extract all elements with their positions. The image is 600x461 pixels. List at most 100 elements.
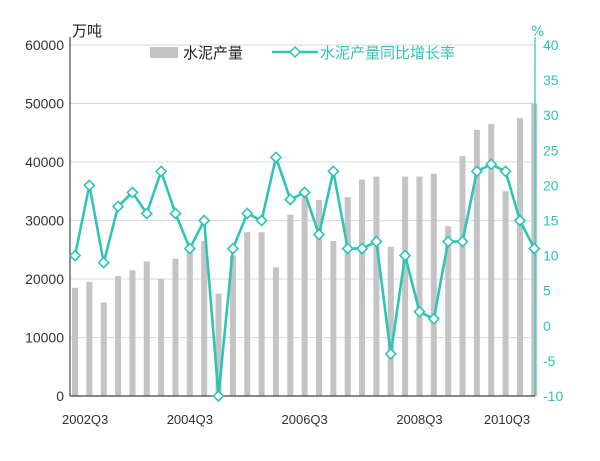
- left-tick-label: 0: [56, 388, 64, 404]
- legend-label-bar: 水泥产量: [183, 44, 243, 62]
- left-tick-label: 60000: [25, 37, 64, 53]
- line-point: [298, 186, 311, 199]
- bar: [229, 255, 236, 396]
- bar: [272, 267, 279, 396]
- line-point: [398, 249, 412, 262]
- right-tick-label: 5: [543, 283, 551, 299]
- line-point: [97, 256, 110, 269]
- legend-swatch-bar: [150, 47, 178, 58]
- x-tick-label: 2010Q3: [484, 412, 530, 427]
- bar: [359, 179, 366, 396]
- line-point: [212, 389, 225, 403]
- x-tick-label: 2004Q3: [167, 412, 213, 427]
- line-point: [312, 228, 326, 241]
- bar: [301, 191, 308, 396]
- bar: [100, 302, 107, 396]
- line-point: [485, 158, 498, 171]
- bar: [416, 176, 423, 396]
- right-tick-label: -10: [543, 388, 563, 404]
- bar: [516, 118, 523, 396]
- line-point: [68, 249, 82, 262]
- line-point: [384, 347, 397, 361]
- bar: [402, 176, 409, 396]
- line-point: [241, 207, 254, 220]
- bar: [215, 293, 222, 396]
- bar: [373, 176, 380, 396]
- left-axis-unit: 万吨: [72, 22, 102, 40]
- right-tick-label: 35: [543, 72, 559, 88]
- bar: [445, 226, 452, 396]
- line-point: [155, 165, 168, 178]
- right-tick-label: 15: [543, 213, 559, 229]
- bar: [158, 279, 165, 396]
- bar: [330, 240, 337, 396]
- right-tick-label: 0: [543, 318, 551, 334]
- line-point: [169, 207, 182, 220]
- left-tick-label: 30000: [25, 213, 64, 229]
- right-axis-unit: %: [531, 24, 544, 40]
- right-tick-label: 30: [543, 107, 559, 123]
- line-point: [126, 186, 139, 199]
- left-tick-label: 50000: [25, 96, 64, 112]
- bar: [387, 246, 394, 396]
- legend: 水泥产量 水泥产量同比增长率: [150, 44, 455, 62]
- bar: [244, 232, 251, 396]
- bar: [86, 281, 93, 396]
- bar: [430, 173, 437, 396]
- x-tick-label: 2002Q3: [62, 412, 108, 427]
- line-point: [284, 193, 297, 206]
- right-tick-label: 20: [543, 177, 559, 193]
- legend-label-line: 水泥产量同比增长率: [320, 44, 455, 62]
- line-point: [499, 165, 512, 178]
- axes: [69, 37, 536, 397]
- left-tick-label: 10000: [25, 330, 64, 346]
- tick-labels: 0 10000 20000 30000 40000 50000 60000 -10 -5 0 5 10…: [25, 37, 563, 427]
- bar: [315, 200, 323, 396]
- right-tick-label: 25: [543, 142, 559, 158]
- bar: [258, 232, 265, 396]
- line-point: [198, 214, 211, 227]
- line-point: [427, 312, 440, 325]
- x-tick-label: 2008Q3: [396, 412, 442, 427]
- bar: [473, 129, 480, 396]
- line-point: [327, 165, 340, 178]
- left-tick-label: 40000: [25, 154, 64, 170]
- bar-series: [72, 103, 538, 396]
- bar: [143, 261, 150, 396]
- line-point: [442, 235, 455, 248]
- line-point: [456, 235, 469, 248]
- left-tick-label: 20000: [25, 271, 64, 287]
- bar: [502, 191, 509, 396]
- line-point: [255, 214, 268, 227]
- x-tick-label: 2006Q3: [282, 412, 328, 427]
- line-point: [413, 305, 426, 318]
- line-point: [269, 151, 283, 164]
- bar: [129, 270, 136, 396]
- line-point: [226, 242, 240, 255]
- line-point: [183, 242, 196, 255]
- line-point: [513, 214, 527, 227]
- bar: [344, 197, 351, 396]
- line-point: [341, 242, 354, 255]
- bar: [459, 156, 466, 396]
- line-point: [140, 207, 153, 220]
- legend-marker-icon: [288, 45, 302, 59]
- line-point: [83, 179, 96, 192]
- bar: [488, 123, 495, 396]
- line-point: [111, 200, 125, 213]
- right-tick-label: -5: [543, 353, 556, 369]
- line-point: [370, 235, 383, 248]
- line-point: [528, 242, 541, 255]
- line-series: [68, 151, 541, 403]
- bar: [186, 246, 193, 396]
- right-tick-label: 40: [543, 37, 559, 53]
- bar: [201, 240, 208, 396]
- bar: [72, 287, 79, 396]
- line-point: [470, 165, 484, 178]
- bar: [287, 214, 294, 396]
- line-point: [355, 242, 369, 255]
- bar: [115, 276, 122, 396]
- right-tick-label: 10: [543, 248, 559, 264]
- bar: [172, 258, 179, 396]
